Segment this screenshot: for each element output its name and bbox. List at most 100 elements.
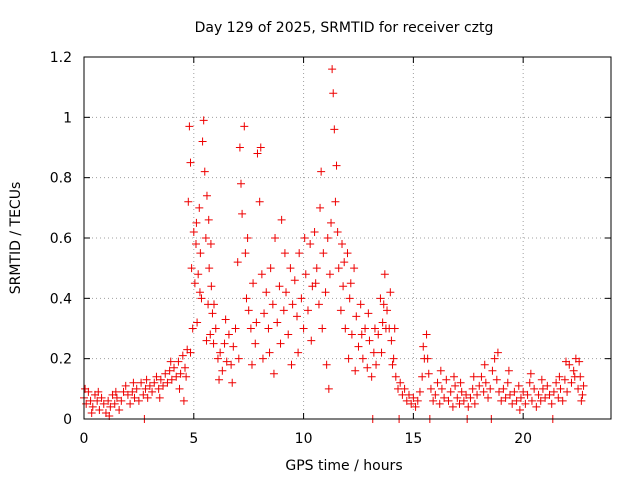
data-point bbox=[167, 375, 176, 384]
data-point bbox=[433, 378, 442, 387]
data-point bbox=[129, 378, 138, 387]
data-point bbox=[123, 390, 132, 399]
x-tick-label: 15 bbox=[404, 431, 422, 447]
data-point bbox=[323, 234, 332, 242]
data-point bbox=[386, 288, 395, 297]
data-point bbox=[570, 372, 579, 381]
data-point bbox=[117, 396, 126, 405]
data-point bbox=[516, 393, 525, 402]
data-point bbox=[198, 137, 207, 146]
y-tick-label: 0 bbox=[63, 412, 72, 428]
data-point bbox=[457, 387, 466, 396]
data-point bbox=[249, 279, 258, 288]
data-point bbox=[352, 312, 361, 321]
data-point bbox=[407, 399, 416, 408]
data-point bbox=[415, 387, 424, 396]
data-point bbox=[389, 354, 398, 363]
data-point bbox=[549, 387, 558, 396]
data-point bbox=[132, 384, 141, 393]
data-point bbox=[404, 390, 413, 399]
data-point bbox=[567, 378, 576, 387]
data-point bbox=[333, 227, 342, 236]
data-point bbox=[99, 399, 108, 408]
data-point bbox=[369, 348, 378, 357]
data-points bbox=[80, 65, 588, 423]
data-point bbox=[347, 330, 356, 339]
data-point bbox=[451, 381, 460, 390]
data-point bbox=[508, 399, 517, 408]
y-tick-label: 0.6 bbox=[50, 231, 72, 247]
chart-title: Day 129 of 2025, SRMTID for receiver czt… bbox=[195, 20, 494, 36]
data-point bbox=[376, 294, 385, 303]
data-point bbox=[328, 65, 337, 74]
data-point bbox=[189, 227, 198, 236]
data-point bbox=[370, 324, 379, 333]
data-point bbox=[563, 387, 572, 396]
data-point bbox=[574, 384, 583, 393]
data-point bbox=[387, 336, 396, 345]
data-point bbox=[284, 330, 293, 339]
y-tick-label: 1 bbox=[63, 110, 72, 126]
data-point bbox=[234, 354, 243, 363]
y-tick-label: 1.2 bbox=[50, 50, 72, 66]
data-point bbox=[437, 384, 446, 393]
y-tick-label: 0.2 bbox=[50, 352, 72, 368]
data-point bbox=[211, 324, 220, 333]
data-point bbox=[282, 288, 291, 297]
plot-frame bbox=[83, 56, 612, 420]
data-point bbox=[196, 249, 205, 258]
data-point bbox=[464, 402, 473, 411]
data-point bbox=[165, 366, 174, 375]
data-point bbox=[215, 375, 224, 384]
data-point bbox=[468, 384, 477, 393]
data-point bbox=[192, 218, 201, 227]
y-tick-label: 0.4 bbox=[50, 291, 72, 307]
data-point bbox=[201, 234, 210, 242]
data-point bbox=[530, 384, 539, 393]
data-point bbox=[556, 384, 565, 393]
data-point bbox=[311, 279, 320, 288]
data-point bbox=[534, 390, 543, 399]
data-point bbox=[390, 324, 399, 333]
data-point bbox=[224, 330, 233, 339]
data-point bbox=[310, 227, 319, 236]
data-point bbox=[266, 264, 275, 273]
data-point bbox=[364, 309, 373, 318]
data-point bbox=[154, 384, 163, 393]
data-point bbox=[163, 378, 172, 387]
data-point bbox=[280, 249, 289, 258]
data-point bbox=[243, 234, 252, 242]
data-point bbox=[351, 366, 360, 375]
data-point bbox=[377, 348, 386, 357]
data-point bbox=[357, 330, 366, 339]
data-point bbox=[253, 149, 262, 158]
data-point bbox=[81, 384, 90, 393]
data-point bbox=[159, 381, 168, 390]
data-point bbox=[204, 215, 213, 224]
data-point bbox=[481, 378, 490, 387]
data-point bbox=[206, 240, 215, 249]
data-point bbox=[354, 342, 363, 351]
data-point bbox=[350, 264, 359, 273]
data-point bbox=[343, 249, 352, 258]
data-point bbox=[536, 396, 545, 405]
data-point bbox=[240, 122, 249, 131]
data-point bbox=[197, 294, 206, 303]
data-point bbox=[187, 264, 196, 273]
data-point bbox=[208, 309, 217, 318]
data-point bbox=[327, 218, 336, 227]
data-point bbox=[166, 357, 175, 366]
x-tick-label: 20 bbox=[514, 431, 532, 447]
data-point bbox=[186, 158, 195, 167]
data-point bbox=[419, 342, 428, 351]
data-point bbox=[561, 357, 570, 366]
data-point bbox=[178, 351, 187, 360]
data-point bbox=[242, 294, 251, 303]
data-point bbox=[229, 342, 238, 351]
data-point bbox=[469, 372, 478, 381]
data-point bbox=[184, 197, 193, 206]
data-point bbox=[110, 399, 119, 408]
data-point bbox=[554, 393, 563, 402]
data-point bbox=[459, 396, 468, 405]
data-point bbox=[344, 354, 353, 363]
